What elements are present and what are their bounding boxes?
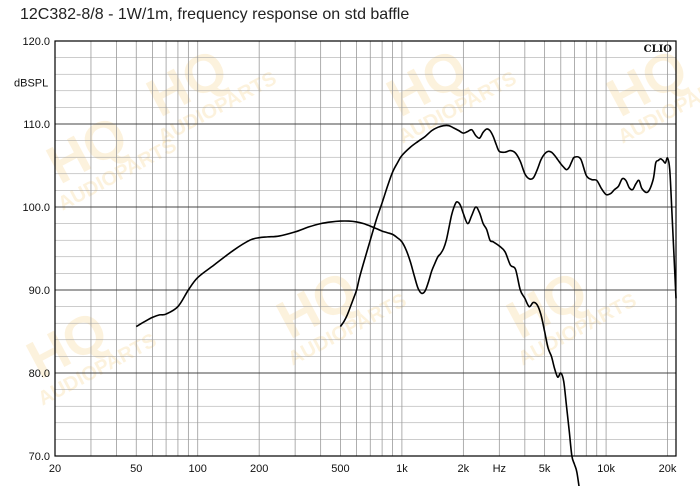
tick-labels: 20 50 100 200 500 1k 2k 5k 10k 20k Hz 120.0 110.0 100…: [22, 36, 676, 475]
x-tick-label: 20: [49, 463, 61, 475]
y-tick-label: 90.0: [29, 285, 50, 297]
x-tick-label: 100: [189, 463, 207, 475]
x-tick-label: 200: [250, 463, 268, 475]
x-tick-label: 500: [331, 463, 349, 475]
series-line-1: [135, 200, 580, 486]
grid: [55, 41, 676, 456]
clio-badge: CLIO: [644, 44, 673, 55]
series-line-2: [339, 124, 677, 327]
plot-frame: [54, 40, 677, 457]
y-tick-label: 110.0: [23, 119, 50, 131]
x-tick-label: 20k: [659, 463, 677, 475]
chart-title: 12C382-8/8 - 1W/1m, frequency response o…: [20, 6, 410, 23]
x-tick-label: 2k: [458, 463, 470, 475]
x-tick-label: 10k: [597, 463, 615, 475]
x-tick-label: 50: [130, 463, 142, 475]
x-axis-unit-label: Hz: [493, 463, 506, 475]
series-layer: [135, 124, 677, 486]
x-tick-label: 1k: [396, 463, 408, 475]
y-tick-label: 80.0: [29, 368, 50, 380]
y-tick-label: 100.0: [22, 202, 50, 214]
x-tick-label: 5k: [539, 463, 551, 475]
y-axis-label: dBSPL: [14, 78, 48, 90]
y-tick-label: 70.0: [29, 451, 50, 463]
y-tick-label: 120.0: [22, 36, 50, 48]
